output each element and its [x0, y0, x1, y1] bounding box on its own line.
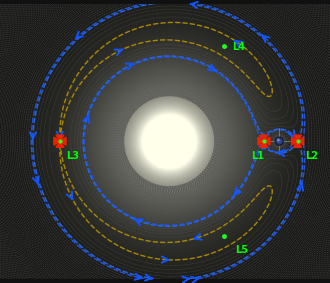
Circle shape [276, 138, 282, 144]
Text: L2: L2 [305, 151, 318, 161]
Text: L4: L4 [232, 42, 245, 52]
Circle shape [278, 139, 279, 141]
Polygon shape [258, 137, 264, 145]
Polygon shape [60, 137, 66, 145]
Text: L3: L3 [67, 151, 80, 161]
Polygon shape [291, 137, 298, 145]
Text: L5: L5 [235, 245, 248, 255]
Polygon shape [298, 137, 304, 145]
Polygon shape [260, 135, 268, 141]
Polygon shape [56, 135, 64, 141]
Circle shape [277, 139, 281, 143]
Text: L1: L1 [251, 151, 264, 161]
Circle shape [275, 137, 283, 145]
Polygon shape [54, 137, 60, 145]
Polygon shape [294, 141, 302, 147]
Polygon shape [56, 141, 64, 147]
Polygon shape [294, 135, 302, 141]
Polygon shape [260, 141, 268, 147]
Polygon shape [264, 137, 270, 145]
